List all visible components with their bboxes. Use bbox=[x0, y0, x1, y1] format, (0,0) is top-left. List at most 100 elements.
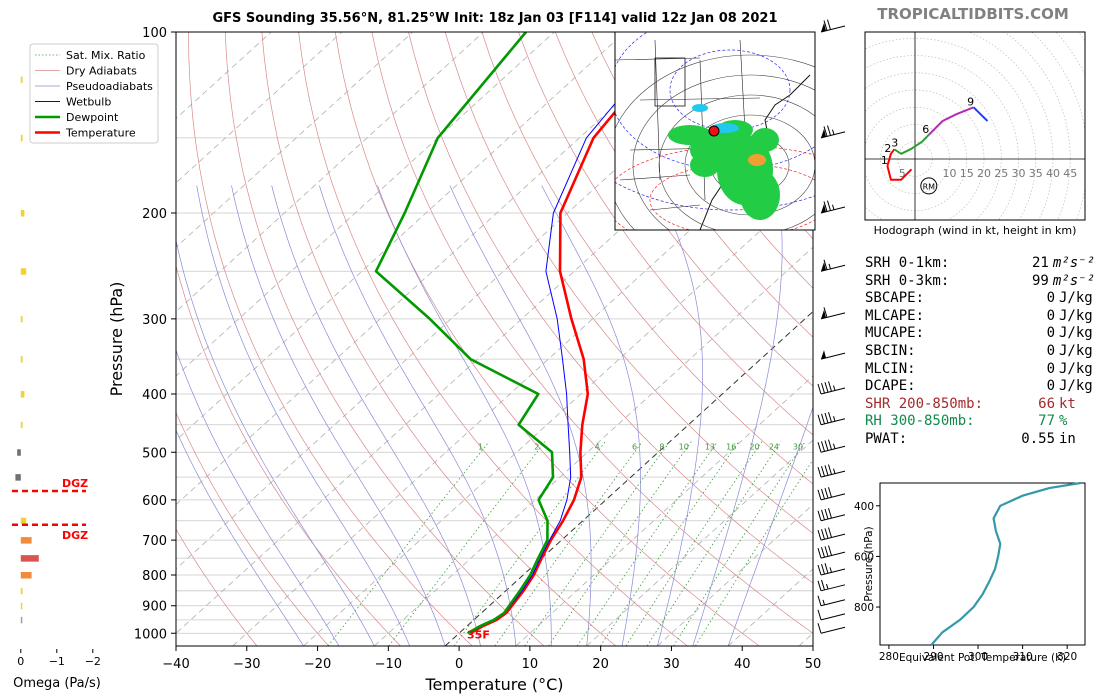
mixing-ratio-line bbox=[673, 441, 806, 646]
stat-value: 66 bbox=[1038, 395, 1055, 412]
pseudoadiabat bbox=[449, 185, 592, 646]
legend-label: Sat. Mix. Ratio bbox=[66, 49, 146, 62]
storm-motion-label: RM bbox=[923, 182, 936, 191]
wind-barb-full bbox=[817, 414, 822, 425]
omega-bar bbox=[15, 474, 21, 481]
wind-barb-full bbox=[828, 464, 832, 475]
wind-barb-half bbox=[829, 567, 832, 573]
hodo-segment bbox=[972, 106, 989, 122]
theta-y-tick-label: 600 bbox=[854, 551, 874, 563]
sounding-location-marker bbox=[708, 125, 720, 137]
hodo-ring-label: 20 bbox=[977, 167, 991, 180]
dry-adiabat bbox=[628, 32, 813, 289]
omega-bar bbox=[20, 587, 23, 595]
dgz-label: DGZ bbox=[62, 529, 88, 542]
theta-e-frame bbox=[879, 482, 1086, 646]
wind-barb-full bbox=[828, 411, 832, 423]
omega-tick-label: 0 bbox=[17, 655, 24, 668]
stat-row: DCAPE: 0 J/kg bbox=[865, 378, 1095, 396]
wind-barb-full bbox=[817, 564, 822, 576]
wind-barb-flag bbox=[821, 23, 826, 32]
wind-barb bbox=[820, 350, 846, 360]
wind-barb-flag bbox=[821, 128, 826, 138]
dry-adiabat bbox=[444, 32, 813, 534]
omega-bar bbox=[20, 602, 23, 610]
x-tick-label: 20 bbox=[592, 657, 609, 672]
stat-unit: J/kg bbox=[1059, 307, 1093, 324]
y-axis-label: Pressure (hPa) bbox=[107, 282, 126, 397]
stat-label: SBCIN: bbox=[865, 342, 916, 359]
wind-barb-full bbox=[824, 487, 829, 499]
isotherm-line bbox=[515, 375, 813, 646]
hodograph-title: Hodograph (wind in kt, height in km) bbox=[874, 224, 1077, 237]
wind-barb-staff bbox=[820, 533, 846, 541]
wind-barb bbox=[817, 595, 846, 607]
stat-row: SBCAPE: 0 J/kg bbox=[865, 290, 1095, 308]
hodo-segment bbox=[928, 106, 974, 136]
omega-bar bbox=[20, 268, 27, 275]
hodo-ring-label: 5 bbox=[899, 167, 906, 180]
dry-adiabat bbox=[176, 528, 258, 646]
wind-barb-full bbox=[821, 382, 825, 394]
wind-barb bbox=[817, 439, 846, 453]
stat-value: 0 bbox=[1046, 342, 1055, 359]
wind-barb-full bbox=[827, 200, 831, 211]
wind-barb-full bbox=[823, 126, 828, 137]
stat-label: SHR 200-850mb: bbox=[865, 395, 984, 412]
mixing-ratio-line bbox=[646, 441, 782, 646]
wind-barb-full bbox=[817, 609, 822, 621]
hodo-segment bbox=[886, 148, 896, 167]
hodo-ring-label: 15 bbox=[960, 167, 974, 180]
hodo-ring-label: 45 bbox=[1063, 167, 1077, 180]
wind-barb-full bbox=[821, 441, 825, 452]
wind-barb-flag bbox=[821, 309, 826, 319]
legend-box bbox=[29, 43, 159, 144]
dgz-label: DGZ bbox=[62, 477, 88, 490]
wind-barb-staff bbox=[820, 418, 846, 426]
stat-label: PWAT: bbox=[865, 430, 908, 447]
state-border bbox=[649, 204, 701, 211]
wind-barb-full bbox=[821, 509, 825, 521]
stat-unit: m²s⁻² bbox=[1052, 272, 1095, 289]
pseudoadiabat bbox=[176, 429, 304, 646]
theta-x-tick-label: 280 bbox=[879, 651, 899, 663]
isotherm-line bbox=[303, 182, 813, 646]
wind-barb-full bbox=[827, 125, 831, 136]
stat-value: 0 bbox=[1046, 307, 1055, 324]
chart-title: GFS Sounding 35.56°N, 81.25°W Init: 18z … bbox=[212, 11, 777, 26]
wind-barb-staff bbox=[820, 568, 846, 576]
y-tick-label: 700 bbox=[142, 534, 167, 549]
dry-adiabat bbox=[591, 32, 813, 338]
y-tick-label: 900 bbox=[142, 600, 167, 615]
wind-barb-full bbox=[817, 547, 822, 559]
state-border bbox=[619, 174, 691, 181]
stat-label: SBCAPE: bbox=[865, 290, 925, 307]
isotherm-line bbox=[176, 32, 626, 441]
dry-adiabat bbox=[518, 32, 813, 436]
wind-barb-full bbox=[823, 259, 828, 270]
dry-adiabat bbox=[298, 32, 688, 646]
inset-map-frame bbox=[614, 31, 816, 231]
mixing-ratio-line bbox=[600, 441, 740, 646]
legend: Sat. Mix. Ratio Dry Adiabats Pseudoadiabat… bbox=[29, 43, 159, 144]
wind-barb-full bbox=[824, 465, 829, 476]
stat-row: SHR 200-850mb: 66 kt bbox=[865, 396, 1095, 414]
pseudoadiabat bbox=[196, 185, 411, 646]
wind-barb bbox=[817, 381, 846, 395]
wind-barb-full bbox=[817, 580, 822, 591]
mixing-ratio-label: 6 bbox=[632, 442, 637, 451]
wind-barb bbox=[817, 464, 846, 478]
stat-value: 0 bbox=[1046, 325, 1055, 342]
hodo-background bbox=[865, 32, 1085, 220]
isotherm-line bbox=[586, 439, 813, 646]
wind-barb-full bbox=[828, 439, 832, 450]
dry-adiabat bbox=[554, 32, 813, 387]
wind-barb bbox=[820, 200, 846, 214]
theta-x-tick-label: 310 bbox=[1013, 651, 1033, 663]
omega-bar bbox=[20, 134, 23, 142]
wind-barb bbox=[817, 623, 846, 634]
stat-value: 99 bbox=[1031, 272, 1049, 289]
series-dewpoint bbox=[374, 32, 555, 635]
theta-e-line bbox=[930, 481, 1081, 646]
